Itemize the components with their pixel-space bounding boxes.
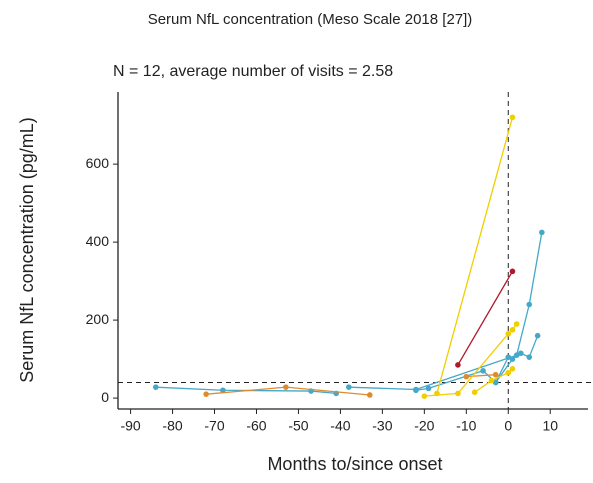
- data-point: [518, 350, 524, 357]
- data-point: [455, 390, 461, 397]
- data-point: [463, 373, 470, 380]
- data-point: [283, 384, 289, 390]
- data-point: [152, 384, 159, 390]
- chart-subtitle: N = 12, average number of visits = 2.58: [113, 63, 393, 80]
- data-point: [509, 327, 516, 333]
- y-tick-label: 0: [101, 389, 109, 405]
- x-tick-label: -50: [288, 418, 308, 434]
- data-point: [413, 387, 419, 394]
- data-point: [505, 354, 512, 360]
- data-point: [492, 379, 499, 386]
- series-line: [155, 386, 337, 395]
- x-tick-label: 10: [542, 418, 558, 434]
- data-point: [480, 367, 486, 374]
- y-tick-label: 400: [86, 233, 110, 249]
- chart-title: Serum NfL concentration (Meso Scale 2018…: [148, 11, 473, 28]
- y-tick-label: 600: [86, 155, 110, 171]
- data-point: [220, 387, 226, 394]
- data-point: [425, 385, 432, 392]
- data-point: [346, 384, 352, 390]
- series-line: [348, 232, 543, 391]
- data-point: [513, 321, 520, 327]
- x-tick-label: -40: [330, 418, 350, 434]
- data-point: [366, 392, 373, 398]
- data-point: [421, 393, 428, 399]
- data-point: [509, 366, 516, 372]
- data-point: [509, 268, 516, 275]
- x-tick-label: -60: [246, 418, 266, 434]
- data-point: [455, 362, 461, 368]
- x-tick-label: -80: [162, 418, 182, 434]
- data-point: [509, 356, 516, 362]
- x-tick-label: -20: [414, 418, 434, 434]
- x-tick-label: -10: [456, 418, 476, 434]
- x-axis-title: Months to/since onset: [267, 454, 442, 474]
- x-tick-label: -90: [120, 418, 140, 434]
- data-point: [505, 330, 512, 337]
- x-tick-label: -70: [204, 418, 224, 434]
- series-line: [457, 271, 514, 366]
- data-point: [526, 354, 533, 360]
- data-point: [526, 301, 533, 308]
- y-tick-label: 200: [86, 311, 110, 327]
- data-point: [505, 369, 512, 376]
- y-axis-title: Serum NfL concentration (pg/mL): [17, 117, 37, 382]
- x-tick-label: -30: [372, 418, 392, 434]
- data-point: [539, 229, 545, 236]
- series-line: [474, 368, 513, 393]
- data-point: [534, 332, 541, 339]
- series-line: [436, 117, 514, 394]
- x-tick-label: 0: [504, 418, 512, 434]
- data-point: [471, 389, 478, 396]
- data-point: [492, 371, 499, 378]
- data-point: [488, 377, 495, 384]
- series-line: [466, 374, 496, 378]
- data-point: [509, 114, 516, 121]
- data-point: [203, 391, 209, 397]
